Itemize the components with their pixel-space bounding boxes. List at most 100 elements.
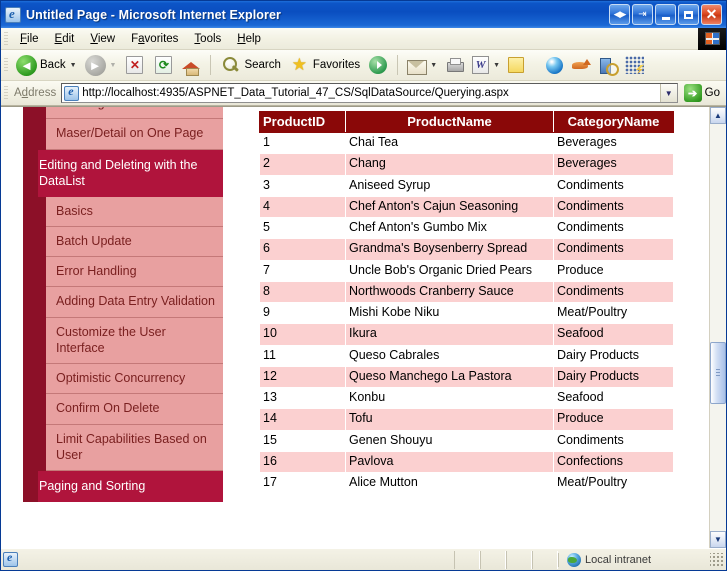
products-grid-container: ProductID ProductName CategoryName 1 Chai…: [259, 111, 674, 495]
cell-productname: Ikura: [345, 323, 554, 346]
research-button[interactable]: [594, 52, 621, 78]
scroll-up-button[interactable]: ▲: [710, 107, 726, 124]
table-row: 5 Chef Anton's Gumbo Mix Condiments: [259, 216, 674, 240]
menu-favorites[interactable]: Favorites: [131, 32, 179, 45]
window-control-buttons: ◀▶ ⇥ ✕: [609, 4, 724, 25]
sidebar-item-10[interactable]: Limit Capabilities Based on User: [46, 424, 223, 471]
menu-view[interactable]: View: [90, 32, 116, 45]
minimize-button[interactable]: [655, 4, 676, 25]
sidebar-section-2[interactable]: Editing and Deleting with the DataList: [23, 149, 223, 197]
cell-productname: Mishi Kobe Niku: [345, 301, 554, 325]
sidebar-rail: [23, 107, 46, 502]
split-button[interactable]: ◀▶: [609, 4, 630, 25]
menu-edit[interactable]: Edit: [54, 32, 75, 45]
main-toolbar: ◄ Back ▼ ► ▼ ✕ ⟳ Search ★ Favorites: [1, 50, 726, 81]
address-bar: Address http://localhost:4935/ASPNET_Dat…: [1, 81, 726, 106]
cell-productid: 1: [259, 131, 346, 155]
cell-categoryname: Condiments: [553, 429, 674, 452]
menu-file[interactable]: File: [20, 32, 39, 45]
mail-dropdown-icon[interactable]: ▼: [430, 61, 438, 69]
cell-productname: Grandma's Boysenberry Spread: [345, 238, 554, 261]
home-icon: [182, 57, 201, 76]
cell-productname: Konbu: [345, 386, 554, 410]
cell-categoryname: Meat/Poultry: [553, 471, 674, 495]
sidebar-item-8[interactable]: Optimistic Concurrency: [46, 364, 223, 395]
edit-word-icon: W: [472, 56, 490, 74]
page-viewport: Two Pages Maser/Detail on One Page Editing…: [1, 106, 726, 548]
resize-grip[interactable]: [710, 552, 724, 567]
table-row: 11 Queso Cabrales Dairy Products: [259, 344, 674, 367]
address-grip-handle[interactable]: [4, 85, 8, 101]
sidebar-item-1[interactable]: Maser/Detail on One Page: [46, 119, 223, 150]
address-input[interactable]: http://localhost:4935/ASPNET_Data_Tutori…: [61, 83, 678, 103]
toolbar-grip-handle[interactable]: [4, 57, 8, 73]
favorites-button-label: Favorites: [312, 59, 361, 71]
mail-button[interactable]: ▼: [403, 52, 441, 78]
cell-categoryname: Beverages: [553, 153, 674, 176]
table-row: 16 Pavlova Confections: [259, 450, 674, 474]
refresh-button[interactable]: ⟳: [149, 52, 178, 78]
sidebar-item-0[interactable]: Two Pages: [46, 107, 223, 120]
messenger-button[interactable]: [542, 52, 567, 78]
sidebar-item-5[interactable]: Error Handling: [46, 257, 223, 288]
menu-help[interactable]: Help: [237, 32, 261, 45]
scrollbar-thumb[interactable]: [710, 342, 726, 404]
sidebar-item-label: Basics: [56, 203, 93, 218]
sidebar-section-label: Paging and Sorting: [39, 479, 146, 493]
refresh-icon: ⟳: [155, 56, 173, 74]
go-button[interactable]: ➔ Go: [678, 84, 724, 102]
favorites-button[interactable]: ★ Favorites: [285, 52, 364, 78]
print-button[interactable]: [441, 52, 468, 78]
menu-tools[interactable]: Tools: [194, 32, 222, 45]
column-header-productname[interactable]: ProductName: [345, 111, 554, 133]
notes-button[interactable]: [504, 52, 528, 78]
table-row: 10 Ikura Seafood: [259, 323, 674, 346]
media-button[interactable]: [364, 52, 392, 78]
search-button[interactable]: Search: [216, 52, 284, 78]
messenger-icon: [546, 56, 564, 74]
cell-productname: Genen Shouyu: [345, 429, 554, 452]
column-header-categoryname[interactable]: CategoryName: [553, 111, 674, 133]
encoding-icon: [625, 56, 645, 74]
security-zone[interactable]: Local intranet: [558, 552, 708, 567]
scrollbar-track[interactable]: [710, 124, 726, 531]
sidebar-item-3[interactable]: Basics: [46, 196, 223, 227]
fox-button[interactable]: [567, 52, 594, 78]
status-pane-2: [480, 550, 506, 569]
address-dropdown-icon[interactable]: ▼: [659, 84, 677, 102]
encoding-button[interactable]: [621, 52, 648, 78]
cell-categoryname: Produce: [553, 259, 674, 282]
back-button[interactable]: ◄ Back ▼: [12, 52, 81, 78]
sidebar-item-9[interactable]: Confirm On Delete: [46, 394, 223, 425]
stop-button[interactable]: ✕: [120, 52, 149, 78]
back-dropdown-icon[interactable]: ▼: [69, 61, 77, 69]
cell-categoryname: Produce: [553, 408, 674, 431]
page-scrollbar-vertical[interactable]: ▲ ▼: [709, 107, 726, 548]
back-icon: ◄: [16, 54, 37, 76]
cell-productname: Alice Mutton: [345, 471, 554, 495]
edit-button[interactable]: W ▼: [468, 52, 504, 78]
forward-button[interactable]: ► ▼: [81, 52, 121, 78]
cell-productname: Pavlova: [345, 450, 554, 474]
table-row: 6 Grandma's Boysenberry Spread Condiments: [259, 238, 674, 261]
column-header-productid[interactable]: ProductID: [259, 111, 346, 133]
maximize-button[interactable]: [678, 4, 699, 25]
sidebar-section-11[interactable]: Paging and Sorting: [23, 471, 223, 502]
home-button[interactable]: [178, 52, 205, 78]
window-title: Untitled Page - Microsoft Internet Explo…: [26, 7, 282, 22]
cell-productname: Uncle Bob's Organic Dried Pears: [345, 259, 554, 282]
close-button[interactable]: ✕: [701, 4, 722, 25]
status-pane-3: [506, 550, 532, 569]
table-row: 2 Chang Beverages: [259, 153, 674, 176]
restore-group-button[interactable]: ⇥: [632, 4, 653, 25]
sidebar-item-7[interactable]: Customize the User Interface: [46, 317, 223, 364]
sidebar-item-6[interactable]: Adding Data Entry Validation: [46, 287, 223, 318]
status-pane-1: [454, 550, 480, 569]
cell-categoryname: Meat/Poultry: [553, 301, 674, 325]
scroll-down-button[interactable]: ▼: [710, 531, 726, 548]
grid-header-row: ProductID ProductName CategoryName: [259, 111, 674, 133]
cell-productname: Tofu: [345, 408, 554, 431]
sidebar-item-4[interactable]: Batch Update: [46, 226, 223, 257]
menu-grip-handle[interactable]: [4, 30, 8, 47]
edit-dropdown-icon[interactable]: ▼: [493, 61, 501, 69]
